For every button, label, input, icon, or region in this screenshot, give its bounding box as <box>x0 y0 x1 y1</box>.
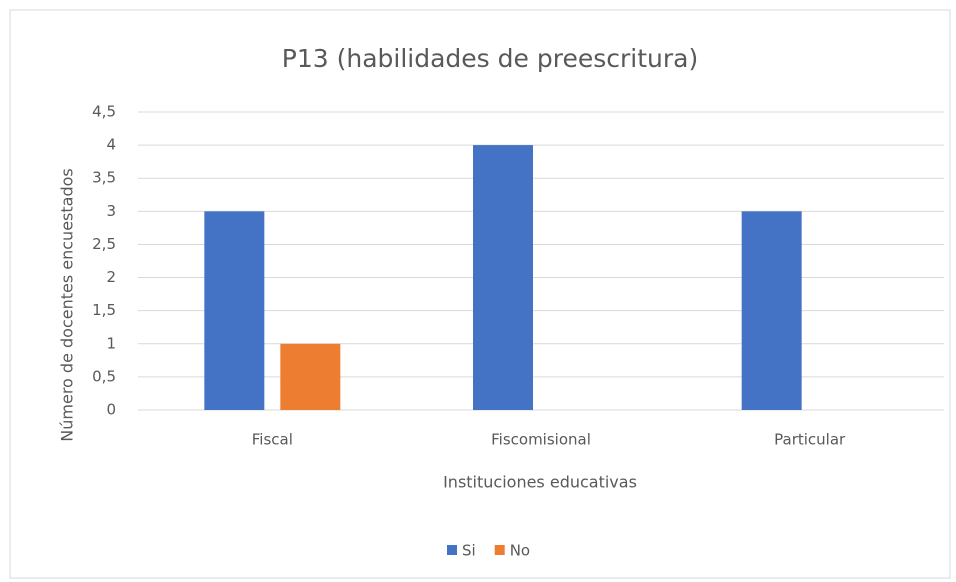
y-tick-label: 3 <box>106 202 116 220</box>
bar <box>204 211 265 410</box>
y-tick-label: 0,5 <box>92 367 116 385</box>
legend-label: No <box>510 542 530 560</box>
y-tick-label: 1 <box>106 334 116 352</box>
x-tick-label: Fiscomisional <box>491 431 591 449</box>
bar <box>280 343 341 410</box>
y-tick-label: 4,5 <box>92 103 116 121</box>
y-tick-label: 2,5 <box>92 235 116 253</box>
legend-label: Si <box>462 542 476 560</box>
y-axis-title: Número de docentes encuestados <box>58 168 77 441</box>
bar <box>741 211 802 410</box>
y-tick-label: 0 <box>106 401 116 419</box>
legend-swatch <box>447 545 457 555</box>
y-tick-label: 2 <box>106 268 116 286</box>
x-tick-label: Fiscal <box>252 431 293 449</box>
y-tick-label: 1,5 <box>92 301 116 319</box>
x-axis-title: Instituciones educativas <box>443 473 637 492</box>
chart-title: P13 (habilidades de preescritura) <box>282 44 698 73</box>
legend-swatch <box>494 545 505 555</box>
x-tick-label: Particular <box>774 431 846 449</box>
y-tick-label: 4 <box>106 136 116 154</box>
bar <box>473 145 533 410</box>
y-tick-label: 3,5 <box>92 169 116 187</box>
